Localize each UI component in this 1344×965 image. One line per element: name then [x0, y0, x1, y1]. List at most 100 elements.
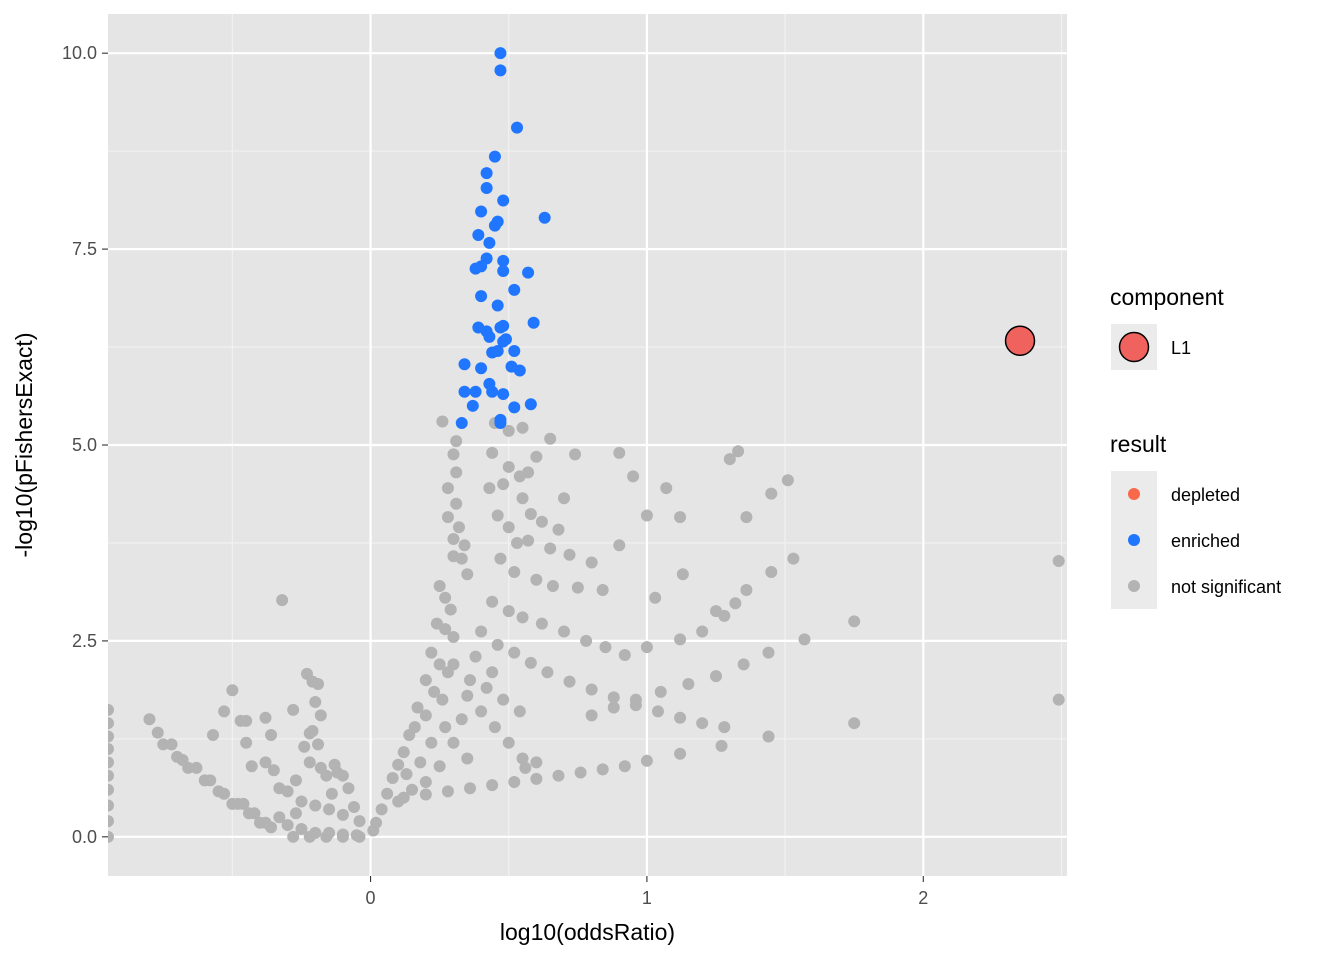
- point-not-significant: [676, 568, 689, 581]
- point-not-significant: [781, 474, 794, 487]
- point-not-significant: [640, 509, 653, 522]
- point-not-significant: [535, 515, 548, 528]
- point-enriched: [522, 266, 535, 279]
- point-not-significant: [151, 726, 164, 739]
- point-not-significant: [447, 630, 460, 643]
- point-not-significant: [787, 552, 800, 565]
- point-enriched: [475, 260, 488, 273]
- point-not-significant: [295, 822, 308, 835]
- point-not-significant: [414, 756, 427, 769]
- x-tick-label: 1: [642, 888, 652, 908]
- point-not-significant: [524, 507, 537, 520]
- legend-label-result: depleted: [1171, 485, 1240, 505]
- point-not-significant: [447, 736, 460, 749]
- point-not-significant: [544, 542, 557, 555]
- point-not-significant: [450, 497, 463, 510]
- point-not-significant: [627, 470, 640, 483]
- point-not-significant: [265, 728, 278, 741]
- point-not-significant: [237, 797, 250, 810]
- point-not-significant: [419, 788, 432, 801]
- point-not-significant: [190, 761, 203, 774]
- point-not-significant: [740, 511, 753, 524]
- point-not-significant: [585, 709, 598, 722]
- point-enriched: [475, 290, 488, 303]
- point-not-significant: [267, 764, 280, 777]
- point-not-significant: [596, 583, 609, 596]
- point-not-significant: [433, 580, 446, 593]
- point-not-significant: [450, 435, 463, 448]
- point-not-significant: [306, 725, 319, 738]
- point-enriched: [491, 344, 504, 357]
- legend: component L1 result depleted enriched not …: [1110, 284, 1281, 609]
- point-not-significant: [502, 424, 515, 437]
- point-enriched: [483, 236, 496, 249]
- point-not-significant: [165, 738, 178, 751]
- point-not-significant: [287, 703, 300, 716]
- point-not-significant: [353, 815, 366, 828]
- point-not-significant: [289, 774, 302, 787]
- point-not-significant: [441, 511, 454, 524]
- point-not-significant: [674, 711, 687, 724]
- point-not-significant: [248, 807, 261, 820]
- x-axis-title: log10(oddsRatio): [500, 919, 675, 945]
- point-enriched: [458, 358, 471, 371]
- point-not-significant: [218, 787, 231, 800]
- point-not-significant: [108, 703, 114, 716]
- point-not-significant: [143, 713, 156, 726]
- point-not-significant: [599, 641, 612, 654]
- point-not-significant: [762, 646, 775, 659]
- point-not-significant: [563, 548, 576, 561]
- point-not-significant: [314, 709, 327, 722]
- point-not-significant: [433, 658, 446, 671]
- point-enriched: [524, 398, 537, 411]
- point-not-significant: [519, 761, 532, 774]
- x-axis-ticks: 0 1 2: [366, 876, 928, 908]
- point-not-significant: [516, 492, 529, 505]
- point-not-significant: [516, 752, 529, 765]
- point-not-significant: [447, 533, 460, 546]
- point-not-significant: [157, 738, 170, 751]
- point-not-significant: [439, 591, 452, 604]
- point-enriched: [483, 330, 496, 343]
- point-not-significant: [323, 803, 336, 816]
- point-not-significant: [723, 453, 736, 466]
- point-not-significant: [516, 421, 529, 434]
- point-not-significant: [798, 633, 811, 646]
- point-not-significant: [273, 811, 286, 824]
- point-not-significant: [289, 807, 302, 820]
- point-not-significant: [461, 568, 474, 581]
- point-not-significant: [765, 487, 778, 500]
- point-not-significant: [464, 782, 477, 795]
- point-not-significant: [541, 666, 554, 679]
- point-not-significant: [444, 603, 457, 616]
- point-not-significant: [1052, 554, 1065, 567]
- point-not-significant: [718, 721, 731, 734]
- point-not-significant: [281, 785, 294, 798]
- point-not-significant: [613, 539, 626, 552]
- point-not-significant: [596, 763, 609, 776]
- point-not-significant: [406, 783, 419, 796]
- point-not-significant: [649, 591, 662, 604]
- point-not-significant: [226, 684, 239, 697]
- y-tick-label: 7.5: [72, 239, 97, 259]
- point-not-significant: [580, 634, 593, 647]
- legend-label-result: not significant: [1171, 577, 1281, 597]
- point-not-significant: [558, 625, 571, 638]
- point-not-significant: [660, 482, 673, 495]
- point-not-significant: [259, 711, 272, 724]
- point-not-significant: [347, 801, 360, 814]
- point-not-significant: [571, 581, 584, 594]
- point-not-significant: [375, 803, 388, 816]
- point-enriched: [494, 47, 507, 60]
- point-not-significant: [367, 824, 380, 837]
- point-not-significant: [400, 768, 413, 781]
- point-not-significant: [848, 615, 861, 628]
- point-enriched: [480, 181, 493, 194]
- point-not-significant: [320, 769, 333, 782]
- point-not-significant: [640, 754, 653, 767]
- point-enriched: [472, 228, 485, 241]
- point-not-significant: [436, 693, 449, 706]
- point-enriched: [455, 417, 468, 430]
- point-not-significant: [480, 681, 493, 694]
- point-not-significant: [530, 573, 543, 586]
